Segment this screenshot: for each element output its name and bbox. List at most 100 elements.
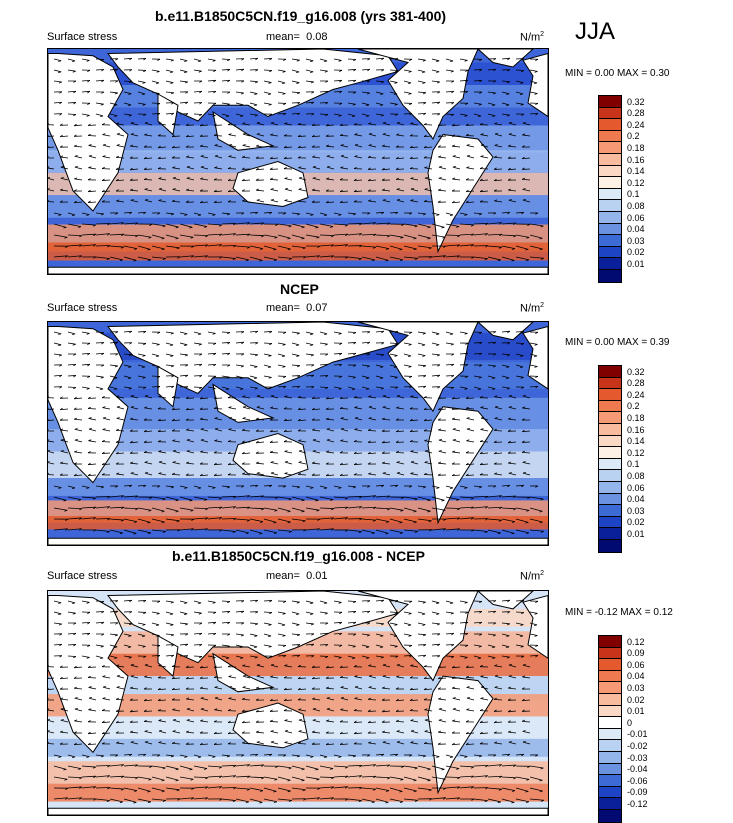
colorbar-box — [599, 235, 621, 247]
colorbar-box — [599, 494, 621, 506]
colorbar-box — [599, 96, 621, 108]
panel-2-colorbar — [598, 365, 622, 553]
colorbar-box — [599, 706, 621, 718]
panel-3-units: N/m2 — [520, 570, 544, 583]
colorbar-box — [599, 517, 621, 529]
panel-3-variable: Surface stress — [47, 570, 117, 582]
panel-3-minmax: MIN = -0.12 MAX = 0.12 — [565, 607, 673, 618]
colorbar-tick-label: 0.28 — [627, 108, 645, 118]
colorbar-tick-label: -0.04 — [627, 764, 648, 774]
colorbar-box — [599, 389, 621, 401]
colorbar-box — [599, 659, 621, 671]
colorbar-box — [599, 189, 621, 201]
colorbar-tick-label: 0.16 — [627, 425, 645, 435]
panel-2-variable: Surface stress — [47, 302, 117, 314]
colorbar-box — [599, 366, 621, 378]
colorbar-box — [599, 740, 621, 752]
colorbar-tick-label: 0.14 — [627, 166, 645, 176]
colorbar-tick-label: 0.1 — [627, 189, 640, 199]
colorbar-tick-label: -0.02 — [627, 741, 648, 751]
colorbar-tick-label: 0.28 — [627, 378, 645, 388]
colorbar-tick-label: 0.16 — [627, 155, 645, 165]
panel-3-mean: mean= 0.01 — [266, 570, 328, 582]
panel-1-map-svg — [48, 49, 548, 274]
colorbar-tick-label: 0.2 — [627, 131, 640, 141]
panel-1-variable: Surface stress — [47, 31, 117, 43]
colorbar-box — [599, 154, 621, 166]
colorbar-tick-label: 0.08 — [627, 471, 645, 481]
colorbar-box — [599, 482, 621, 494]
colorbar-box — [599, 224, 621, 236]
colorbar-box — [599, 119, 621, 131]
colorbar-tick-label: 0.03 — [627, 236, 645, 246]
colorbar-tick-label: 0.12 — [627, 637, 645, 647]
colorbar-box — [599, 717, 621, 729]
colorbar-tick-label: 0.02 — [627, 247, 645, 257]
colorbar-tick-label: 0.18 — [627, 143, 645, 153]
colorbar-tick-label: 0.04 — [627, 494, 645, 504]
panel-3-mean-value: 0.01 — [306, 570, 327, 582]
colorbar-box — [599, 108, 621, 120]
panel-1-title: b.e11.B1850C5CN.f19_g16.008 (yrs 381-400… — [155, 8, 446, 24]
colorbar-box — [599, 131, 621, 143]
colorbar-box — [599, 764, 621, 776]
colorbar-box — [599, 648, 621, 660]
panel-2-mean: mean= 0.07 — [266, 302, 328, 314]
colorbar-box — [599, 270, 621, 282]
colorbar-box — [599, 787, 621, 799]
colorbar-box — [599, 505, 621, 517]
panel-3-mean-label: mean= — [266, 570, 300, 582]
colorbar-tick-label: 0.02 — [627, 517, 645, 527]
colorbar-box — [599, 694, 621, 706]
colorbar-tick-label: 0.01 — [627, 706, 645, 716]
panel-3-map-svg — [48, 591, 548, 815]
colorbar-tick-label: 0.06 — [627, 213, 645, 223]
colorbar-box — [599, 470, 621, 482]
colorbar-tick-label: 0.12 — [627, 448, 645, 458]
panel-2-minmax: MIN = 0.00 MAX = 0.39 — [565, 337, 670, 348]
colorbar-tick-label: 0.06 — [627, 660, 645, 670]
colorbar-tick-label: 0.24 — [627, 390, 645, 400]
colorbar-box — [599, 212, 621, 224]
colorbar-box — [599, 436, 621, 448]
colorbar-tick-label: 0.18 — [627, 413, 645, 423]
colorbar-tick-label: 0.03 — [627, 506, 645, 516]
colorbar-tick-label: -0.09 — [627, 787, 648, 797]
colorbar-tick-label: -0.01 — [627, 729, 648, 739]
season-label: JJA — [575, 18, 615, 46]
colorbar-box — [599, 775, 621, 787]
colorbar-box — [599, 258, 621, 270]
panel-1-mean: mean= 0.08 — [266, 31, 328, 43]
colorbar-tick-label: 0.04 — [627, 224, 645, 234]
panel-3-title: b.e11.B1850C5CN.f19_g16.008 - NCEP — [172, 548, 425, 564]
colorbar-box — [599, 424, 621, 436]
panel-2-map — [47, 321, 549, 546]
colorbar-tick-label: 0.04 — [627, 671, 645, 681]
colorbar-tick-label: -0.03 — [627, 753, 648, 763]
colorbar-box — [599, 752, 621, 764]
colorbar-box — [599, 729, 621, 741]
colorbar-tick-label: 0.01 — [627, 529, 645, 539]
panel-2-map-svg — [48, 322, 548, 545]
colorbar-tick-label: 0.09 — [627, 648, 645, 658]
colorbar-tick-label: 0.14 — [627, 436, 645, 446]
colorbar-box — [599, 247, 621, 259]
colorbar-tick-label: 0.01 — [627, 259, 645, 269]
colorbar-tick-label: -0.06 — [627, 776, 648, 786]
panel-2-units: N/m2 — [520, 302, 544, 315]
panel-1-map — [47, 48, 549, 275]
colorbar-tick-label: -0.12 — [627, 799, 648, 809]
colorbar-box — [599, 798, 621, 810]
colorbar-box — [599, 636, 621, 648]
colorbar-tick-label: 0 — [627, 718, 632, 728]
panel-1-minmax: MIN = 0.00 MAX = 0.30 — [565, 68, 670, 79]
colorbar-tick-label: 0.1 — [627, 459, 640, 469]
colorbar-box — [599, 447, 621, 459]
colorbar-tick-label: 0.08 — [627, 201, 645, 211]
colorbar-box — [599, 810, 621, 822]
colorbar-box — [599, 401, 621, 413]
colorbar-box — [599, 378, 621, 390]
panel-2-mean-value: 0.07 — [306, 302, 327, 314]
colorbar-tick-label: 0.24 — [627, 120, 645, 130]
panel-1-units: N/m2 — [520, 31, 544, 44]
